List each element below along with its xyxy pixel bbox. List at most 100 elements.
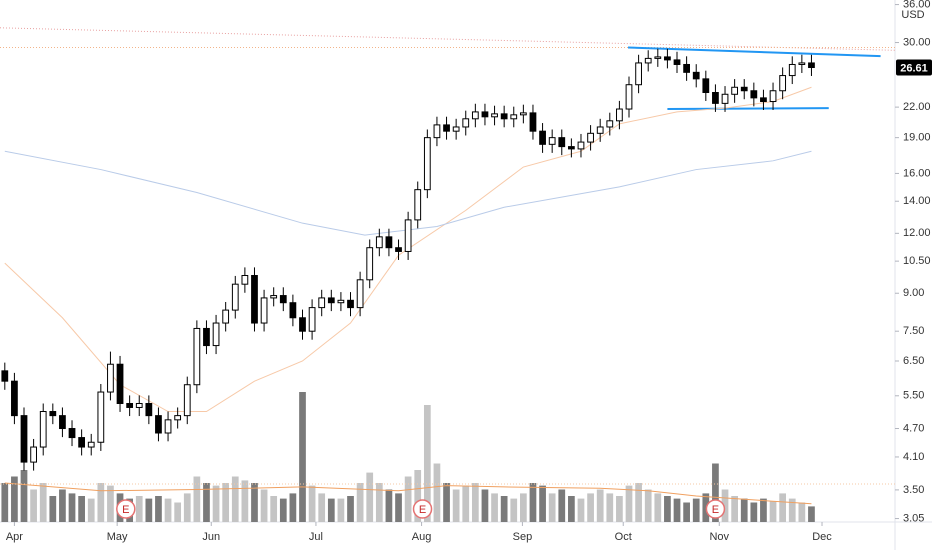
trend-line	[628, 46, 881, 58]
volume-bar	[193, 476, 201, 522]
y-tick-label: 14.00	[903, 195, 931, 207]
volume-bar	[577, 498, 585, 522]
candle-body	[126, 402, 134, 408]
candle-body	[20, 415, 28, 463]
candle-body	[356, 279, 364, 309]
candle-body	[78, 437, 86, 448]
volume-bar	[327, 498, 335, 522]
candle-body	[673, 59, 681, 65]
volume-average	[4, 482, 812, 505]
volume-bar	[289, 493, 297, 522]
currency-label: USD	[901, 9, 924, 21]
volume-bar	[481, 489, 489, 522]
candle-body	[231, 283, 239, 311]
candle-body	[251, 275, 258, 324]
candle-body	[193, 327, 201, 386]
candle-body	[452, 126, 460, 132]
candle-body	[11, 380, 18, 417]
earnings-label: E	[122, 504, 129, 516]
x-tick-label: Aug	[412, 531, 432, 543]
currency-box	[899, 4, 929, 22]
volume-bar	[779, 493, 787, 522]
candle-body	[366, 247, 374, 281]
candle-body	[260, 297, 268, 324]
volume-bar	[500, 496, 508, 522]
y-tick-label: 4.10	[903, 451, 924, 463]
x-tick-label: Oct	[615, 531, 632, 543]
candle-body	[567, 146, 575, 150]
volume-bar	[68, 493, 76, 522]
candle-body	[731, 86, 739, 95]
candle-body	[145, 402, 153, 417]
candle-body	[750, 90, 758, 99]
candle-body	[203, 327, 210, 347]
candle-body	[808, 62, 815, 69]
candle-body	[385, 236, 393, 249]
candle-body	[539, 130, 546, 145]
candle-body	[318, 297, 326, 309]
candle-body	[414, 189, 422, 221]
y-tick-label: 10.50	[903, 255, 931, 267]
earnings-marker	[116, 499, 136, 519]
x-tick-label: Nov	[709, 531, 729, 543]
candle-body	[500, 113, 508, 120]
y-tick-label: 19.00	[903, 132, 931, 144]
volume-bar	[39, 483, 47, 522]
volume-bar	[625, 485, 633, 522]
volume-bar	[395, 493, 402, 522]
volume-bar	[529, 483, 537, 522]
candle-body	[433, 124, 441, 139]
candle-body	[798, 62, 806, 65]
candle-body	[462, 118, 470, 128]
volume-bar	[548, 493, 556, 522]
volume-bar	[788, 498, 796, 522]
volume-bar	[452, 489, 460, 522]
volume-bar	[568, 496, 575, 522]
x-tick-label: Jul	[309, 531, 323, 543]
earnings-marker	[705, 499, 726, 519]
volume-bar	[366, 472, 374, 522]
candle-body	[49, 411, 57, 417]
volume-bar	[308, 485, 316, 522]
candle-body	[471, 111, 479, 120]
candle-body	[510, 114, 518, 120]
volume-bar	[1, 483, 9, 522]
candle-body	[519, 112, 527, 116]
volume-bar	[356, 483, 364, 522]
earnings-label: E	[712, 504, 719, 516]
candle-body	[692, 71, 700, 80]
candle-body	[596, 126, 604, 134]
volume-bar	[510, 498, 518, 522]
candle-body	[164, 419, 172, 434]
y-tick-label: 3.50	[903, 484, 924, 496]
y-tick-label: 30.00	[903, 36, 931, 48]
candle-body	[760, 97, 767, 103]
volume-bar	[203, 483, 210, 522]
candle-body	[30, 446, 37, 463]
y-tick-label: 22.00	[903, 101, 931, 113]
candle-body	[222, 309, 230, 324]
volume-bar	[760, 498, 767, 522]
volume-bar	[712, 463, 719, 522]
earnings-marker	[412, 499, 433, 519]
volume-bar	[145, 498, 153, 522]
volume-bar	[673, 498, 681, 522]
volume-bar	[692, 498, 700, 522]
volume-bar	[231, 476, 239, 522]
y-tick-label: 16.00	[903, 167, 931, 179]
volume-bar	[222, 483, 230, 522]
candle-body	[788, 63, 796, 77]
candle-body	[212, 322, 220, 347]
y-tick-label: 36.00	[903, 0, 931, 10]
candle-body	[779, 75, 787, 92]
volume-bar	[721, 489, 729, 522]
volume-bar	[135, 496, 143, 522]
candle-body	[347, 299, 354, 309]
volume-bar	[587, 493, 594, 522]
volume-bar	[404, 476, 412, 522]
candle-body	[135, 402, 143, 408]
volume-bar	[49, 496, 57, 522]
candle-body	[395, 247, 402, 252]
y-tick-label: 4.70	[903, 422, 924, 434]
y-tick-label: 7.50	[903, 325, 924, 337]
